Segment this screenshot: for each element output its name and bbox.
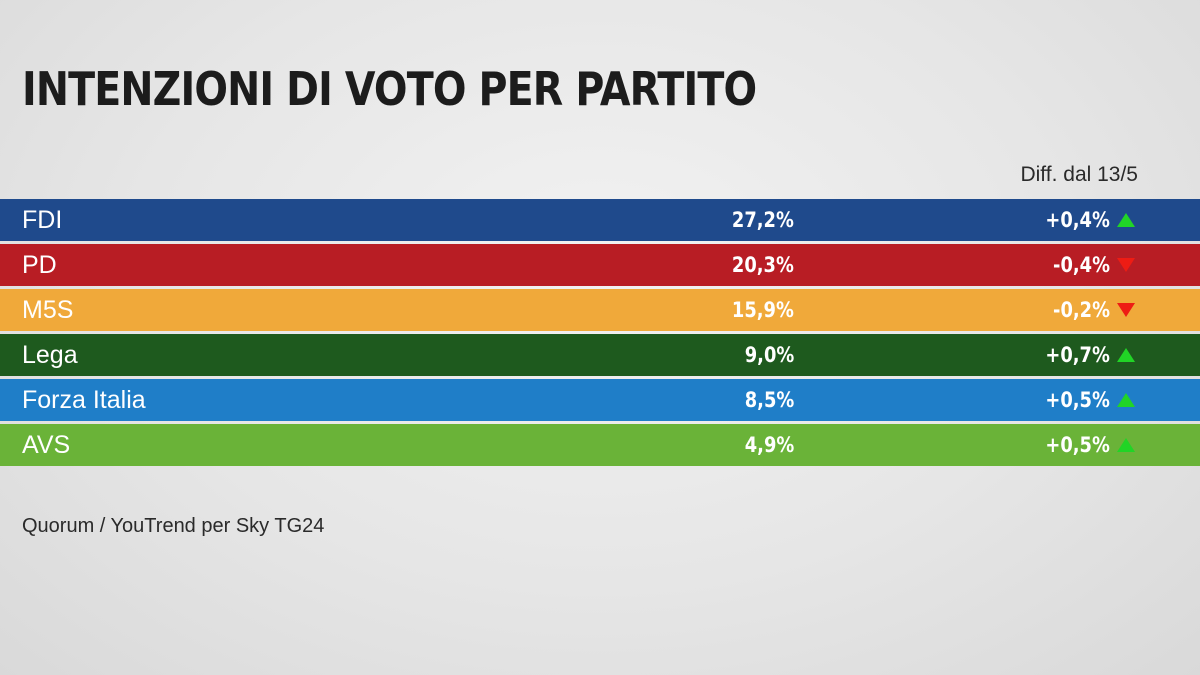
vote-share: 4,9% — [744, 433, 794, 457]
vote-share: 20,3% — [732, 253, 794, 277]
party-name: Forza Italia — [22, 385, 146, 414]
vote-share: 9,0% — [744, 343, 794, 367]
vote-diff: -0,4% — [1053, 253, 1110, 277]
down-triangle — [1117, 303, 1135, 317]
up-triangle — [1117, 213, 1135, 227]
down-triangle — [1117, 258, 1135, 272]
trend-down-icon — [1117, 303, 1135, 317]
vote-share: 8,5% — [744, 388, 794, 412]
trend-up-icon — [1117, 438, 1135, 452]
vote-share: 27,2% — [732, 208, 794, 232]
vote-diff: +0,4% — [1045, 208, 1110, 232]
vote-diff: +0,7% — [1045, 343, 1110, 367]
party-name: FDI — [22, 205, 63, 234]
trend-down-icon — [1117, 258, 1135, 272]
diff-column-header: Diff. dal 13/5 — [1020, 163, 1138, 186]
table-row: AVS 4,9% +0,5% — [0, 424, 1200, 466]
trend-up-icon — [1117, 393, 1135, 407]
table-row: Forza Italia 8,5% +0,5% — [0, 379, 1200, 421]
results-table: FDI 27,2% +0,4% PD 20,3% -0,4% M5S 15,9% -0,2% Le… — [0, 199, 1200, 469]
table-row: M5S 15,9% -0,2% — [0, 289, 1200, 331]
table-row: Lega 9,0% +0,7% — [0, 334, 1200, 376]
table-row: PD 20,3% -0,4% — [0, 244, 1200, 286]
source-note: Quorum / YouTrend per Sky TG24 — [22, 515, 325, 537]
up-triangle — [1117, 348, 1135, 362]
vote-diff: +0,5% — [1045, 388, 1110, 412]
up-triangle — [1117, 438, 1135, 452]
up-triangle — [1117, 393, 1135, 407]
party-name: PD — [22, 250, 57, 279]
chart-title: INTENZIONI DI VOTO PER PARTITO — [22, 62, 757, 116]
vote-diff: +0,5% — [1045, 433, 1110, 457]
trend-up-icon — [1117, 348, 1135, 362]
party-name: AVS — [22, 430, 71, 459]
table-row: FDI 27,2% +0,4% — [0, 199, 1200, 241]
party-name: M5S — [22, 295, 74, 324]
vote-share: 15,9% — [732, 298, 794, 322]
vote-diff: -0,2% — [1053, 298, 1110, 322]
party-name: Lega — [22, 340, 78, 369]
trend-up-icon — [1117, 213, 1135, 227]
